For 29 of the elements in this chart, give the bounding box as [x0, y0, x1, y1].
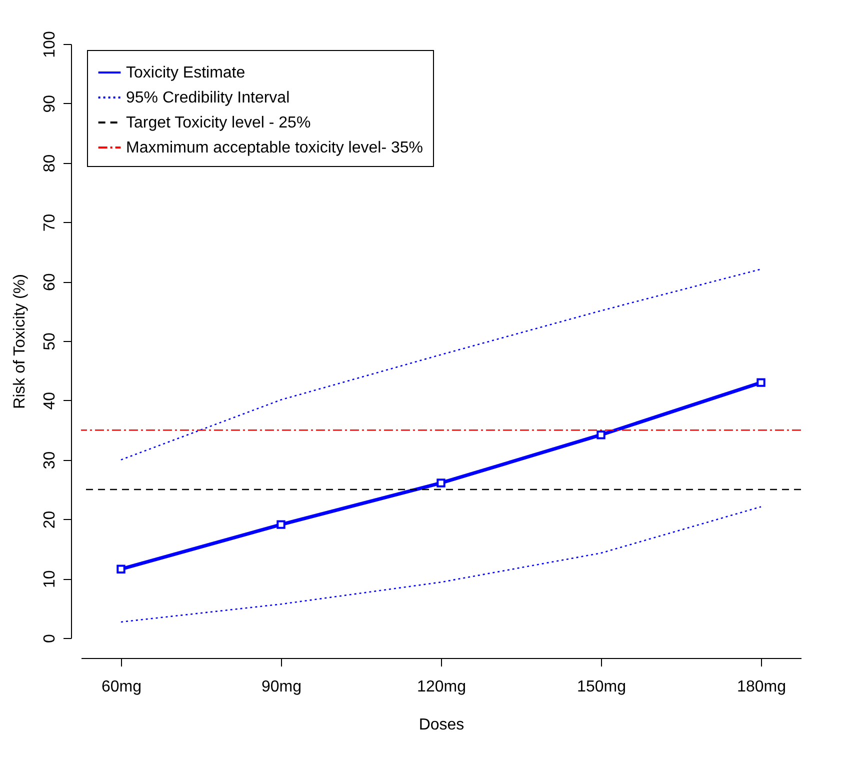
y-tick-label: 90 — [42, 94, 58, 113]
legend-label: Toxicity Estimate — [126, 64, 246, 82]
y-tick-label: 80 — [42, 154, 58, 172]
legend-label: Target Toxicity level - 25% — [126, 114, 311, 132]
x-tick-label: 150mg — [577, 678, 626, 696]
point — [596, 430, 606, 440]
x-tick-label: 120mg — [417, 678, 466, 696]
y-tick-label: 100 — [42, 31, 58, 58]
y-tick-label: 30 — [42, 451, 58, 470]
line-series — [120, 268, 762, 460]
y-tick-label: 50 — [42, 332, 58, 350]
legend-label: Maxmimum acceptable toxicity level- 35% — [126, 140, 423, 156]
x-tick-label: 180mg — [737, 678, 786, 696]
y-tick-label: 20 — [42, 510, 58, 529]
legend-label: 95% Credibility Interval — [126, 90, 290, 106]
point — [276, 520, 286, 529]
y-axis-title: Risk of Toxicity (%) — [12, 274, 28, 409]
point — [756, 378, 766, 387]
y-tick-label: 60 — [42, 273, 58, 291]
point — [116, 564, 126, 574]
x-axis-title: Doses — [418, 716, 464, 734]
line-series — [120, 506, 762, 623]
y-tick-label: 70 — [42, 214, 58, 232]
point — [436, 478, 446, 488]
y-tick-label: 0 — [42, 634, 58, 643]
x-tick-label: 60mg — [101, 678, 142, 696]
y-tick-label: 10 — [42, 570, 58, 588]
y-tick-label: 40 — [42, 392, 58, 410]
x-tick-label: 90mg — [261, 678, 302, 696]
